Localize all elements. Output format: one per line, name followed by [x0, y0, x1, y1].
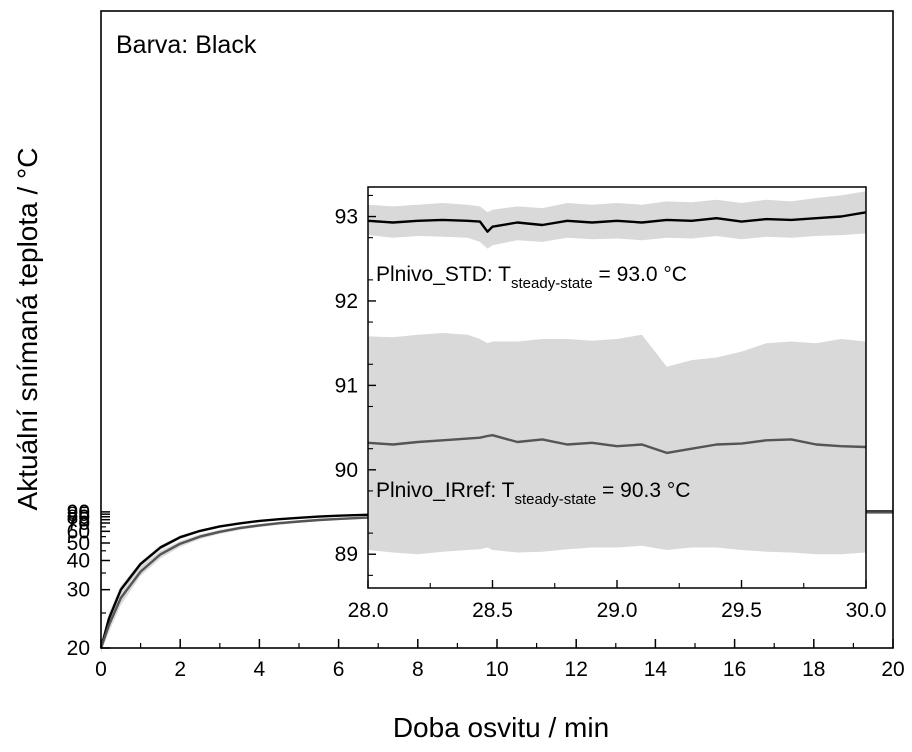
main-x-tick-label-10: 10	[485, 658, 508, 681]
inset-y-tick-label-92: 92	[335, 290, 358, 313]
inset-x-tick-label-29: 29.0	[597, 599, 638, 622]
main-y-tick-label-90: 90	[67, 501, 90, 524]
inset-x-tick-label-29.5: 29.5	[721, 599, 762, 622]
inset-x-tick-label-28: 28.0	[348, 599, 389, 622]
inset-y-tick-label-93: 93	[335, 206, 358, 229]
main-x-tick-label-16: 16	[723, 658, 746, 681]
main-y-tick-label-50: 50	[67, 532, 90, 555]
main-y-tick-label-20: 20	[67, 637, 90, 660]
inset-series-1-line	[367, 211, 867, 233]
inset-series-2-band	[368, 333, 866, 555]
main-y-tick-label-40: 40	[67, 550, 90, 573]
inset-y-axis-ticks: 89 90 91 92 93	[335, 194, 376, 576]
y-axis-label: Aktuální snímaná teplota / °C	[12, 148, 43, 511]
chart-annotation-color: Barva: Black	[116, 31, 257, 59]
main-x-tick-label-8: 8	[412, 658, 424, 681]
inset-annotation-irref: Plnivo_IRref: Tsteady-state = 90.3 °C	[376, 479, 690, 508]
main-x-tick-label-14: 14	[644, 658, 668, 681]
main-y-tick-label-70: 70	[67, 512, 90, 535]
inset-y-tick-label-89: 89	[335, 543, 358, 566]
main-x-tick-label-12: 12	[565, 658, 588, 681]
main-x-tick-label-18: 18	[802, 658, 825, 681]
main-y-tick-label-30: 30	[67, 579, 90, 602]
main-y-tick-label-75: 75	[67, 509, 90, 532]
main-x-tick-label-2: 2	[174, 658, 186, 681]
main-x-axis-ticks: 0 2 4 6 8 10 12 14 16 18 20	[95, 639, 905, 681]
main-x-tick-label-6: 6	[333, 658, 345, 681]
inset-x-tick-label-30: 30.0	[846, 599, 887, 622]
inset-series-lines	[367, 211, 867, 455]
main-y-tick-label-80: 80	[67, 506, 90, 529]
x-axis-label: Doba osvitu / min	[393, 712, 609, 743]
main-y-tick-label-85: 85	[67, 503, 90, 526]
main-y-tick-label-60: 60	[67, 520, 90, 543]
inset-annotation-std: Plnivo_STD: Tsteady-state = 93.0 °C	[376, 263, 687, 292]
inset-x-axis-ticks: 28.0 28.5 29.0 29.5 30.0	[348, 580, 887, 622]
inset-x-tick-label-28.5: 28.5	[472, 599, 513, 622]
main-x-tick-label-0: 0	[95, 658, 107, 681]
main-x-tick-label-4: 4	[254, 658, 266, 681]
main-x-tick-label-20: 20	[881, 658, 904, 681]
inset-series-2-line	[367, 434, 867, 455]
inset-y-tick-label-91: 91	[335, 374, 358, 397]
inset-y-tick-label-90: 90	[335, 459, 358, 482]
